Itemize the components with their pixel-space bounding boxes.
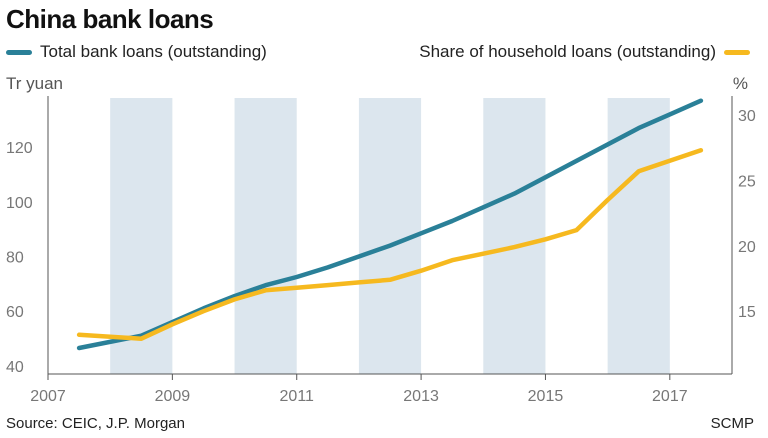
publisher-brand: SCMP xyxy=(710,415,754,432)
y-axis-left-unit: Tr yuan xyxy=(6,74,64,93)
y-right-tick-label-25: 25 xyxy=(738,173,756,190)
shaded-band-1 xyxy=(234,98,297,374)
x-tick-label-2011: 2011 xyxy=(280,388,315,405)
series-line-household-share xyxy=(76,148,704,341)
legend-label-total: Total bank loans (outstanding) xyxy=(40,42,267,61)
legend-total-loans: Total bank loans (outstanding) xyxy=(6,42,267,62)
legend-label-household: Share of household loans (outstanding) xyxy=(419,42,716,61)
series-line-total-loans xyxy=(76,98,704,351)
legend-swatch-household xyxy=(724,49,750,55)
x-tick-label-2015: 2015 xyxy=(528,388,564,405)
y-right-tick-label-20: 20 xyxy=(738,239,756,256)
source-note: Source: CEIC, J.P. Morgan xyxy=(6,415,185,432)
y-right-tick-label-15: 15 xyxy=(738,304,756,321)
y-left-tick-label-80: 80 xyxy=(6,249,24,266)
x-tick-label-2013: 2013 xyxy=(403,388,439,405)
legend-household-share: Share of household loans (outstanding) xyxy=(419,42,750,62)
y-axis-right-unit: % xyxy=(732,74,748,93)
x-tick-label-2007: 2007 xyxy=(30,388,66,405)
legend-swatch-total xyxy=(6,49,32,55)
y-left-tick-label-60: 60 xyxy=(6,304,24,321)
shaded-band-0 xyxy=(110,98,173,374)
y-right-tick-label-30: 30 xyxy=(738,108,756,125)
x-tick-label-2017: 2017 xyxy=(652,388,688,405)
y-left-tick-label-120: 120 xyxy=(6,140,33,157)
y-left-tick-label-40: 40 xyxy=(6,359,24,376)
y-left-tick-label-100: 100 xyxy=(6,195,33,212)
shaded-band-4 xyxy=(607,98,670,374)
x-tick-label-2009: 2009 xyxy=(155,388,191,405)
shaded-band-3 xyxy=(483,98,546,374)
chart-title: China bank loans xyxy=(6,4,214,34)
